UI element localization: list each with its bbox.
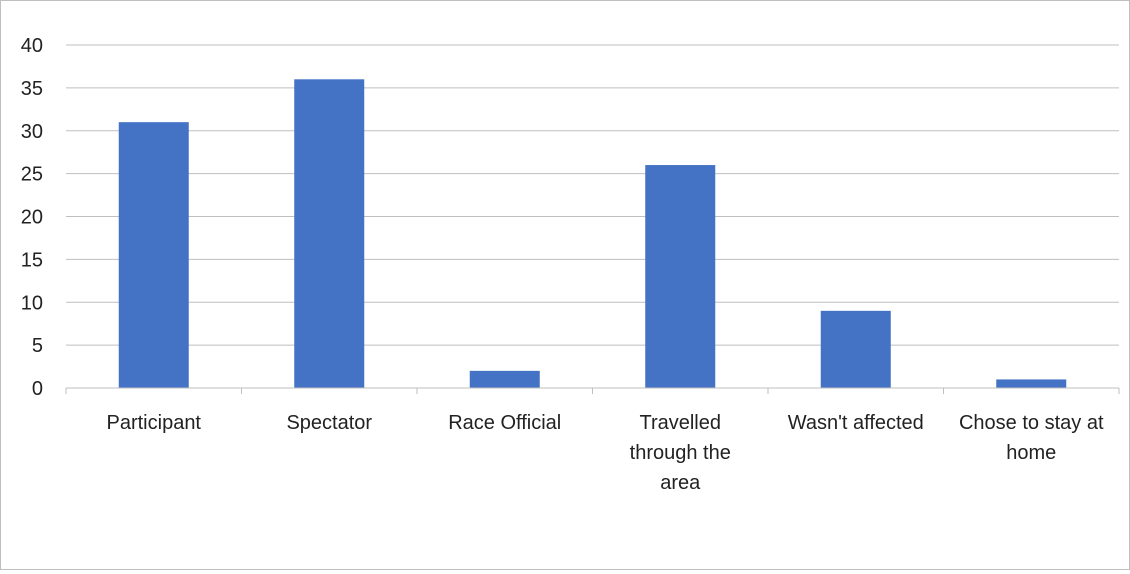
x-category-label-line: home [1006,442,1056,464]
x-category-label: Chose to stay at home [959,412,1104,464]
x-axis-category-labels: Participant Spectator Race Official Travell… [107,412,1104,494]
y-tick-label: 30 [21,121,43,143]
x-category-label: Race Official [448,412,561,434]
y-tick-label: 15 [21,249,43,271]
y-tick-label: 20 [21,207,43,229]
bar [820,310,891,388]
y-tick-label: 40 [21,35,43,57]
y-tick-label: 25 [21,164,43,186]
x-category-label-line: Chose to stay at [959,412,1104,434]
y-tick-label: 10 [21,292,43,314]
y-tick-label: 35 [21,78,43,100]
gridlines [66,44,1119,346]
x-category-label: Wasn't affected [788,412,924,434]
bar [996,379,1067,388]
x-category-label: Travelled through the area [630,412,731,494]
bar [645,165,716,388]
x-category-label-line: area [660,472,701,494]
x-category-label: Participant [107,412,202,434]
x-category-label-line: Travelled [639,412,721,434]
bar [294,79,365,389]
y-tick-label: 5 [32,335,43,357]
bar [118,122,189,389]
x-axis [65,387,1120,394]
y-axis-tick-labels: 0 5 10 15 20 25 30 35 40 [21,35,43,400]
y-tick-label: 0 [32,378,43,400]
x-category-label-line: Wasn't affected [788,412,924,434]
bars [118,79,1067,389]
x-category-label-line: Race Official [448,412,561,434]
bar [469,370,540,388]
x-category-label-line: through the [630,442,731,464]
x-category-label-line: Participant [107,412,202,434]
x-category-label: Spectator [286,412,372,434]
x-category-label-line: Spectator [286,412,372,434]
